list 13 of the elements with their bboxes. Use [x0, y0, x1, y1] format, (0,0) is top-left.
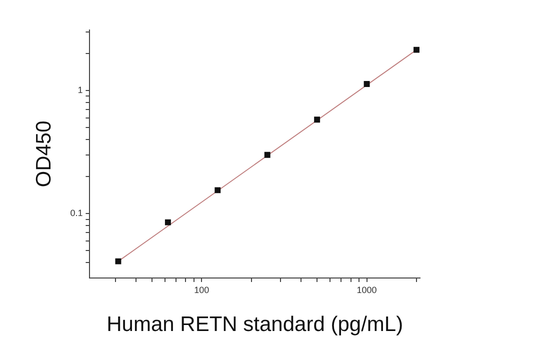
point	[364, 80, 370, 87]
x-axis-title: Human RETN standard (pg/mL)	[106, 313, 404, 336]
point	[414, 46, 420, 53]
point	[164, 219, 171, 226]
point	[264, 152, 270, 158]
point	[115, 258, 122, 264]
point	[214, 187, 221, 194]
y-axis-title: OD450	[32, 120, 56, 188]
point	[314, 116, 320, 123]
x-tick-label: 100	[194, 284, 210, 295]
x-tick-label: 1000	[356, 284, 377, 295]
y-tick-label: 0.1	[70, 208, 83, 218]
y-tick-label: 1	[78, 84, 83, 95]
